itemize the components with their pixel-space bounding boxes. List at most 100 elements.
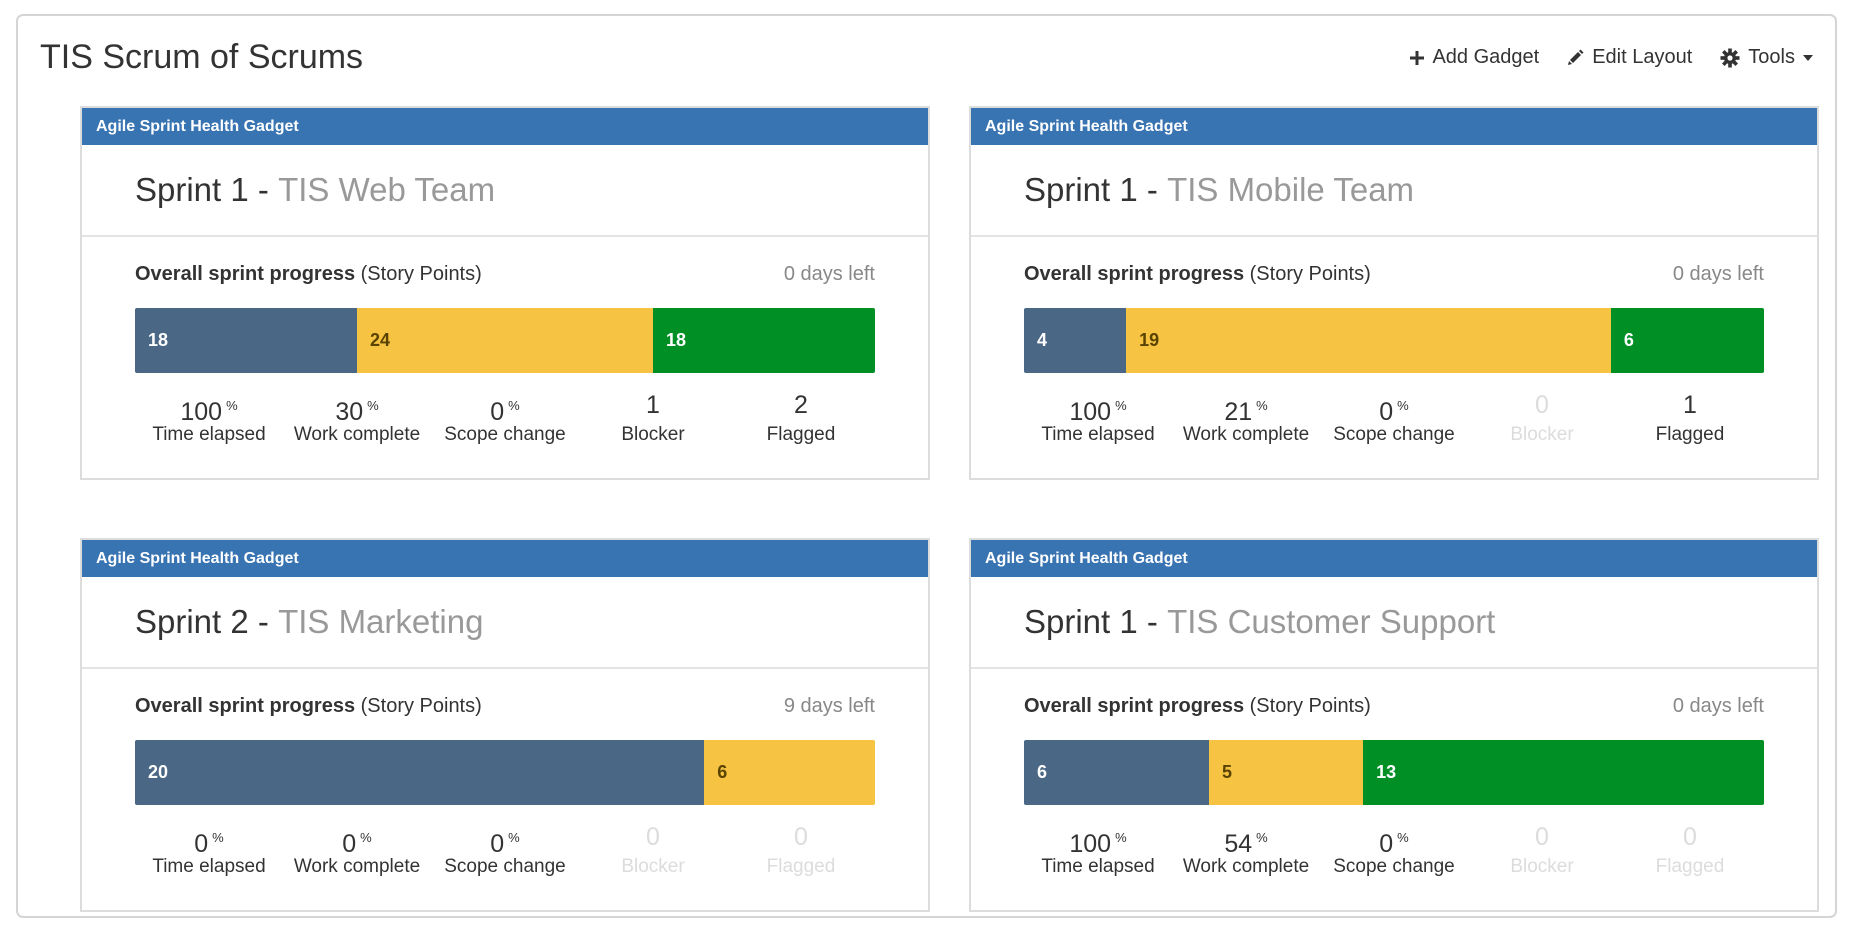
progress-row: Overall sprint progress (Story Points) 0… bbox=[1024, 263, 1764, 286]
sprint-stats: 100% Time elapsed 30% Work complete 0% Scope … bbox=[135, 390, 875, 446]
gadget-header[interactable]: Agile Sprint Health Gadget bbox=[82, 540, 928, 577]
stat-label: Blocker bbox=[1510, 424, 1574, 445]
gadget-header[interactable]: Agile Sprint Health Gadget bbox=[971, 108, 1817, 145]
segment-done[interactable]: 6 bbox=[1610, 308, 1764, 373]
stat-unit: % bbox=[226, 398, 238, 413]
stat-label: Flagged bbox=[766, 856, 836, 877]
stat-time-elapsed: 0% Time elapsed bbox=[135, 822, 283, 878]
stat-label: Time elapsed bbox=[152, 424, 266, 445]
segment-done[interactable]: 13 bbox=[1363, 740, 1764, 805]
days-left: 0 days left bbox=[1672, 263, 1764, 285]
stat-time-elapsed: 100% Time elapsed bbox=[1024, 822, 1172, 878]
chevron-down-icon bbox=[1803, 54, 1813, 61]
segment-to-do[interactable]: 20 bbox=[135, 740, 705, 805]
stat-number: 1 bbox=[646, 391, 660, 419]
stat-label: Flagged bbox=[1655, 856, 1725, 877]
team-name[interactable]: TIS Web Team bbox=[278, 171, 496, 208]
sprint-stats: 100% Time elapsed 54% Work complete 0% Scope … bbox=[1024, 822, 1764, 878]
stat-unit: % bbox=[1256, 830, 1268, 845]
stat-number: 0 bbox=[1535, 391, 1549, 419]
sprint-health-gadget: Agile Sprint Health Gadget Sprint 1 - TI… bbox=[969, 106, 1819, 480]
sprint-stats: 0% Time elapsed 0% Work complete 0% Scope cha… bbox=[135, 822, 875, 878]
gadget-header[interactable]: Agile Sprint Health Gadget bbox=[82, 108, 928, 145]
stat-number: 0 bbox=[1535, 823, 1549, 851]
stat-value: 0% bbox=[1320, 390, 1468, 426]
segment-in-progress[interactable]: 19 bbox=[1126, 308, 1611, 373]
sprint-progress-bar[interactable]: 20 6 bbox=[135, 740, 875, 805]
stat-value: 0% bbox=[431, 390, 579, 426]
team-name[interactable]: TIS Customer Support bbox=[1167, 603, 1496, 640]
stat-value: 54% bbox=[1172, 822, 1320, 858]
stat-label: Blocker bbox=[1510, 856, 1574, 877]
stat-value: 21% bbox=[1172, 390, 1320, 426]
segment-in-progress[interactable]: 24 bbox=[357, 308, 653, 373]
stat-label: Scope change bbox=[1333, 424, 1455, 445]
gear-icon bbox=[1720, 48, 1740, 67]
segment-in-progress[interactable]: 6 bbox=[704, 740, 875, 805]
stat-scope-change: 0% Scope change bbox=[431, 822, 579, 878]
stat-blocker: 0 Blocker bbox=[1468, 822, 1616, 878]
stat-label: Work complete bbox=[1182, 424, 1310, 445]
stat-number: 2 bbox=[794, 391, 808, 419]
progress-title: Overall sprint progress (Story Points) bbox=[135, 263, 482, 286]
sprint-health-gadget: Agile Sprint Health Gadget Sprint 1 - TI… bbox=[969, 538, 1819, 912]
segment-to-do[interactable]: 6 bbox=[1024, 740, 1209, 805]
gadget-header[interactable]: Agile Sprint Health Gadget bbox=[971, 540, 1817, 577]
progress-unit: (Story Points) bbox=[355, 695, 482, 717]
stat-label: Flagged bbox=[1655, 424, 1725, 445]
segment-value: 18 bbox=[148, 330, 169, 350]
sprint-health-gadget: Agile Sprint Health Gadget Sprint 2 - TI… bbox=[80, 538, 930, 912]
stat-scope-change: 0% Scope change bbox=[431, 390, 579, 446]
stat-unit: % bbox=[1115, 830, 1127, 845]
stat-value: 100% bbox=[135, 390, 283, 426]
pencil-icon bbox=[1568, 49, 1584, 65]
sprint-stats: 100% Time elapsed 21% Work complete 0% Scope … bbox=[1024, 390, 1764, 446]
sprint-separator: - bbox=[1137, 603, 1168, 640]
tools-menu-button[interactable]: Tools bbox=[1720, 46, 1813, 69]
stat-label: Time elapsed bbox=[152, 856, 266, 877]
sprint-name[interactable]: Sprint 1 bbox=[1024, 171, 1138, 208]
stat-label: Blocker bbox=[621, 856, 685, 877]
segment-value: 6 bbox=[717, 762, 728, 782]
team-name[interactable]: TIS Marketing bbox=[278, 603, 484, 640]
sprint-name[interactable]: Sprint 2 bbox=[135, 603, 249, 640]
progress-title: Overall sprint progress (Story Points) bbox=[1024, 263, 1371, 286]
sprint-name[interactable]: Sprint 1 bbox=[135, 171, 249, 208]
stat-number: 100 bbox=[1069, 398, 1112, 426]
segment-value: 5 bbox=[1222, 762, 1233, 782]
progress-unit: (Story Points) bbox=[1244, 263, 1371, 285]
team-name[interactable]: TIS Mobile Team bbox=[1167, 171, 1415, 208]
days-left: 0 days left bbox=[1672, 695, 1764, 717]
segment-value: 6 bbox=[1037, 762, 1048, 782]
add-gadget-button[interactable]: Add Gadget bbox=[1410, 46, 1539, 69]
sprint-separator: - bbox=[248, 603, 279, 640]
segment-in-progress[interactable]: 5 bbox=[1209, 740, 1364, 805]
stat-time-elapsed: 100% Time elapsed bbox=[135, 390, 283, 446]
stat-number: 0 bbox=[1683, 823, 1697, 851]
edit-layout-button[interactable]: Edit Layout bbox=[1567, 46, 1692, 69]
stat-number: 0 bbox=[342, 830, 357, 858]
segment-done[interactable]: 18 bbox=[653, 308, 875, 373]
stat-value: 0% bbox=[431, 822, 579, 858]
stat-unit: % bbox=[508, 398, 520, 413]
stat-number: 21 bbox=[1224, 398, 1253, 426]
sprint-progress-bar[interactable]: 4 19 6 bbox=[1024, 308, 1764, 373]
segment-to-do[interactable]: 18 bbox=[135, 308, 357, 373]
dashboard-panel: TIS Scrum of Scrums Add Gadget Edit Layo… bbox=[16, 14, 1837, 918]
stat-number: 0 bbox=[646, 823, 660, 851]
stat-work-complete: 30% Work complete bbox=[283, 390, 431, 446]
sprint-progress-bar[interactable]: 18 24 18 bbox=[135, 308, 875, 373]
stat-unit: % bbox=[367, 398, 379, 413]
progress-title-bold: Overall sprint progress bbox=[1024, 263, 1245, 285]
stat-number: 1 bbox=[1683, 391, 1697, 419]
sprint-progress-bar[interactable]: 6 5 13 bbox=[1024, 740, 1764, 805]
stat-label: Time elapsed bbox=[1041, 856, 1155, 877]
stat-unit: % bbox=[1397, 398, 1409, 413]
progress-title: Overall sprint progress (Story Points) bbox=[135, 695, 482, 718]
stat-label: Work complete bbox=[1182, 856, 1310, 877]
sprint-name[interactable]: Sprint 1 bbox=[1024, 603, 1138, 640]
stat-value: 0% bbox=[1320, 822, 1468, 858]
stat-value: 0 bbox=[727, 822, 875, 853]
segment-to-do[interactable]: 4 bbox=[1024, 308, 1127, 373]
stat-value: 0 bbox=[1616, 822, 1764, 853]
